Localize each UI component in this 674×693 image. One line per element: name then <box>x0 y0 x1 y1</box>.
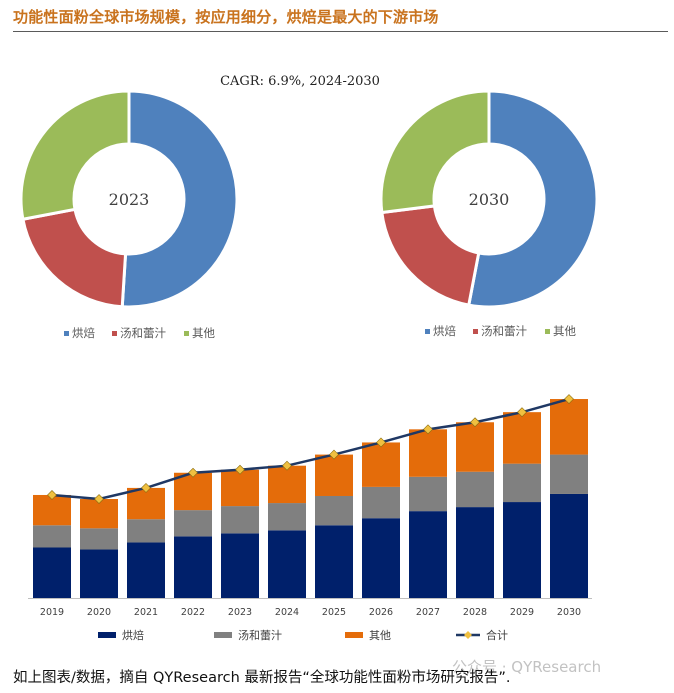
bar-2030-1 <box>550 493 588 598</box>
bar-2019-3 <box>33 494 71 526</box>
legend-swatch <box>214 632 232 638</box>
bar-2022-3 <box>174 472 212 511</box>
bar-2024-1 <box>268 530 306 598</box>
total-marker-2028 <box>470 417 480 428</box>
x-tick-label: 2024 <box>275 607 299 618</box>
total-marker-2030 <box>564 394 574 404</box>
x-tick-label: 2030 <box>557 607 581 618</box>
total-marker-2019 <box>47 490 57 500</box>
donut-slice-2023-2 <box>21 207 128 309</box>
bar-2021-3 <box>127 487 165 520</box>
bar-2029-2 <box>503 463 541 503</box>
legend-label: 其他 <box>553 324 576 338</box>
legend-label: 合计 <box>486 628 508 642</box>
bar-2020-1 <box>80 549 118 598</box>
x-tick-label: 2027 <box>416 607 440 618</box>
bar-2025-2 <box>315 495 353 526</box>
x-tick-label: 2029 <box>510 607 534 618</box>
legend-label: 其他 <box>192 326 215 340</box>
bar-2024-2 <box>268 503 306 531</box>
x-tick-label: 2028 <box>463 607 487 618</box>
legend-label: 其他 <box>369 629 391 642</box>
bar-2030-2 <box>550 454 588 494</box>
bar-2025-3 <box>315 454 353 496</box>
bar-2023-2 <box>221 506 259 534</box>
title-divider <box>13 31 668 32</box>
total-marker-2021 <box>141 482 151 493</box>
x-tick-label: 2023 <box>228 607 252 618</box>
bar-2023-3 <box>221 469 259 507</box>
watermark-text: 公众号 · QYResearch <box>452 658 602 676</box>
x-tick-label: 2020 <box>87 607 111 618</box>
x-tick-label: 2021 <box>134 607 158 618</box>
total-marker-2025 <box>329 449 339 460</box>
bar-2020-2 <box>80 528 118 550</box>
x-tick-label: 2022 <box>181 607 205 618</box>
bar-2029-1 <box>503 502 541 598</box>
bar-2021-2 <box>127 519 165 543</box>
legend-marker-swatch <box>464 631 472 639</box>
bar-2028-2 <box>456 471 494 508</box>
bar-2030-3 <box>550 399 588 455</box>
donut-slice-2023-3 <box>19 89 131 221</box>
source-caption: 如上图表/数据，摘自 QYResearch 最新报告“全球功能性面粉市场研究报告… <box>13 670 511 686</box>
bar-2024-3 <box>268 465 306 504</box>
bar-2027-3 <box>409 429 447 477</box>
donut-center-label: 2023 <box>109 190 150 209</box>
bar-2027-1 <box>409 511 447 598</box>
donut-center-label: 2030 <box>469 190 510 209</box>
donut-slice-2030-3 <box>379 89 491 215</box>
total-marker-2023 <box>235 464 245 475</box>
total-marker-2029 <box>517 407 527 418</box>
x-tick-label: 2026 <box>369 607 393 618</box>
donut-slice-2030-1 <box>467 89 599 309</box>
legend-swatch <box>545 329 550 334</box>
legend-label: 汤和蕾汁 <box>238 628 282 642</box>
legend-label: 烘焙 <box>72 326 95 340</box>
legend-label: 汤和蕾汁 <box>120 326 166 340</box>
bar-2025-1 <box>315 525 353 598</box>
legend-label: 烘焙 <box>433 324 456 338</box>
total-marker-2020 <box>94 494 104 504</box>
donut-slice-2023-1 <box>120 89 239 309</box>
bar-2029-3 <box>503 412 541 464</box>
bar-2019-1 <box>33 547 71 598</box>
bar-2026-3 <box>362 442 400 487</box>
total-line <box>51 397 570 501</box>
legend-swatch <box>112 331 117 336</box>
total-marker-2024 <box>282 460 292 471</box>
legend-swatch <box>98 632 116 638</box>
legend-swatch <box>473 329 478 334</box>
bar-2028-3 <box>456 422 494 472</box>
donut-slice-2030-2 <box>380 204 481 307</box>
legend-label: 烘焙 <box>122 628 144 642</box>
total-marker-2022 <box>188 467 198 478</box>
legend-swatch <box>184 331 189 336</box>
bar-2019-2 <box>33 525 71 548</box>
bar-2021-1 <box>127 542 165 598</box>
bar-2023-1 <box>221 533 259 598</box>
legend-swatch <box>64 331 69 336</box>
total-marker-2026 <box>376 437 386 448</box>
legend-swatch <box>345 632 363 638</box>
donut-charts: 2023 CAGR: 6.9%, 2024-2030 烘焙 汤和蕾汁 其他 2030 烘焙 汤… <box>19 74 599 340</box>
bar-2022-2 <box>174 510 212 537</box>
cagr-label: CAGR: 6.9%, 2024-2030 <box>220 74 380 89</box>
legend-label: 汤和蕾汁 <box>481 324 527 338</box>
bar-2022-1 <box>174 536 212 598</box>
total-marker-2027 <box>423 424 433 435</box>
stacked-bar-chart: 2019 2020 2021 2022 2023 2024 2025 2026 2027 2028… <box>28 394 592 642</box>
bar-2027-2 <box>409 476 447 512</box>
chart-area: 2023CAGR: 6.9%, 2024-2030烘焙 汤和蕾汁 其他2030烘焙汤… <box>19 74 599 642</box>
legend-swatch <box>425 329 430 334</box>
x-tick-label: 2019 <box>40 607 64 618</box>
page-title: 功能性面粉全球市场规模，按应用细分，烘焙是最大的下游市场 <box>13 8 439 26</box>
bar-2026-2 <box>362 486 400 519</box>
bar-2028-1 <box>456 507 494 598</box>
x-tick-label: 2025 <box>322 607 346 618</box>
bar-2026-1 <box>362 518 400 598</box>
